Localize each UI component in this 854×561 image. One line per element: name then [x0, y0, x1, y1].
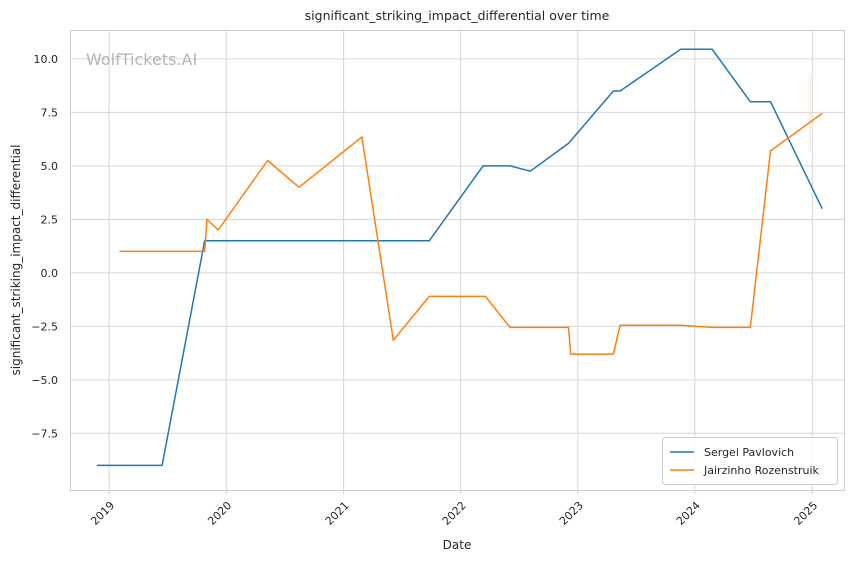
grid-lines: [70, 30, 844, 490]
y-axis-ticks: 10.0 7.5 5.0 2.5 0.0 −2.5 −5.0 −7.5: [31, 53, 58, 440]
y-axis-label: significant_striking_impact_differential: [9, 145, 23, 376]
legend-label-1: Jairzinho Rozenstruik: [703, 464, 820, 477]
y-tick-label: −7.5: [31, 427, 58, 440]
y-tick-label: 0.0: [41, 267, 59, 280]
series-line-0: [96, 48, 823, 467]
watermark-text: WolfTickets.AI: [86, 50, 197, 69]
legend-label-0: Sergei Pavlovich: [704, 446, 794, 459]
y-tick-label: 7.5: [41, 106, 59, 119]
legend-box: [662, 437, 838, 485]
series-lines: [96, 48, 823, 467]
series-line-1: [119, 112, 823, 355]
chart-title: significant_striking_impact_differential…: [305, 8, 610, 23]
y-tick-label: 2.5: [41, 213, 59, 226]
y-tick-label: −5.0: [31, 374, 58, 387]
x-axis-label: Date: [443, 538, 472, 552]
y-tick-label: 5.0: [41, 160, 59, 173]
plot-frame: [70, 30, 845, 491]
legend: Sergei Pavlovich Jairzinho Rozenstruik: [662, 437, 838, 485]
y-tick-label: 10.0: [34, 53, 59, 66]
y-tick-label: −2.5: [31, 320, 58, 333]
